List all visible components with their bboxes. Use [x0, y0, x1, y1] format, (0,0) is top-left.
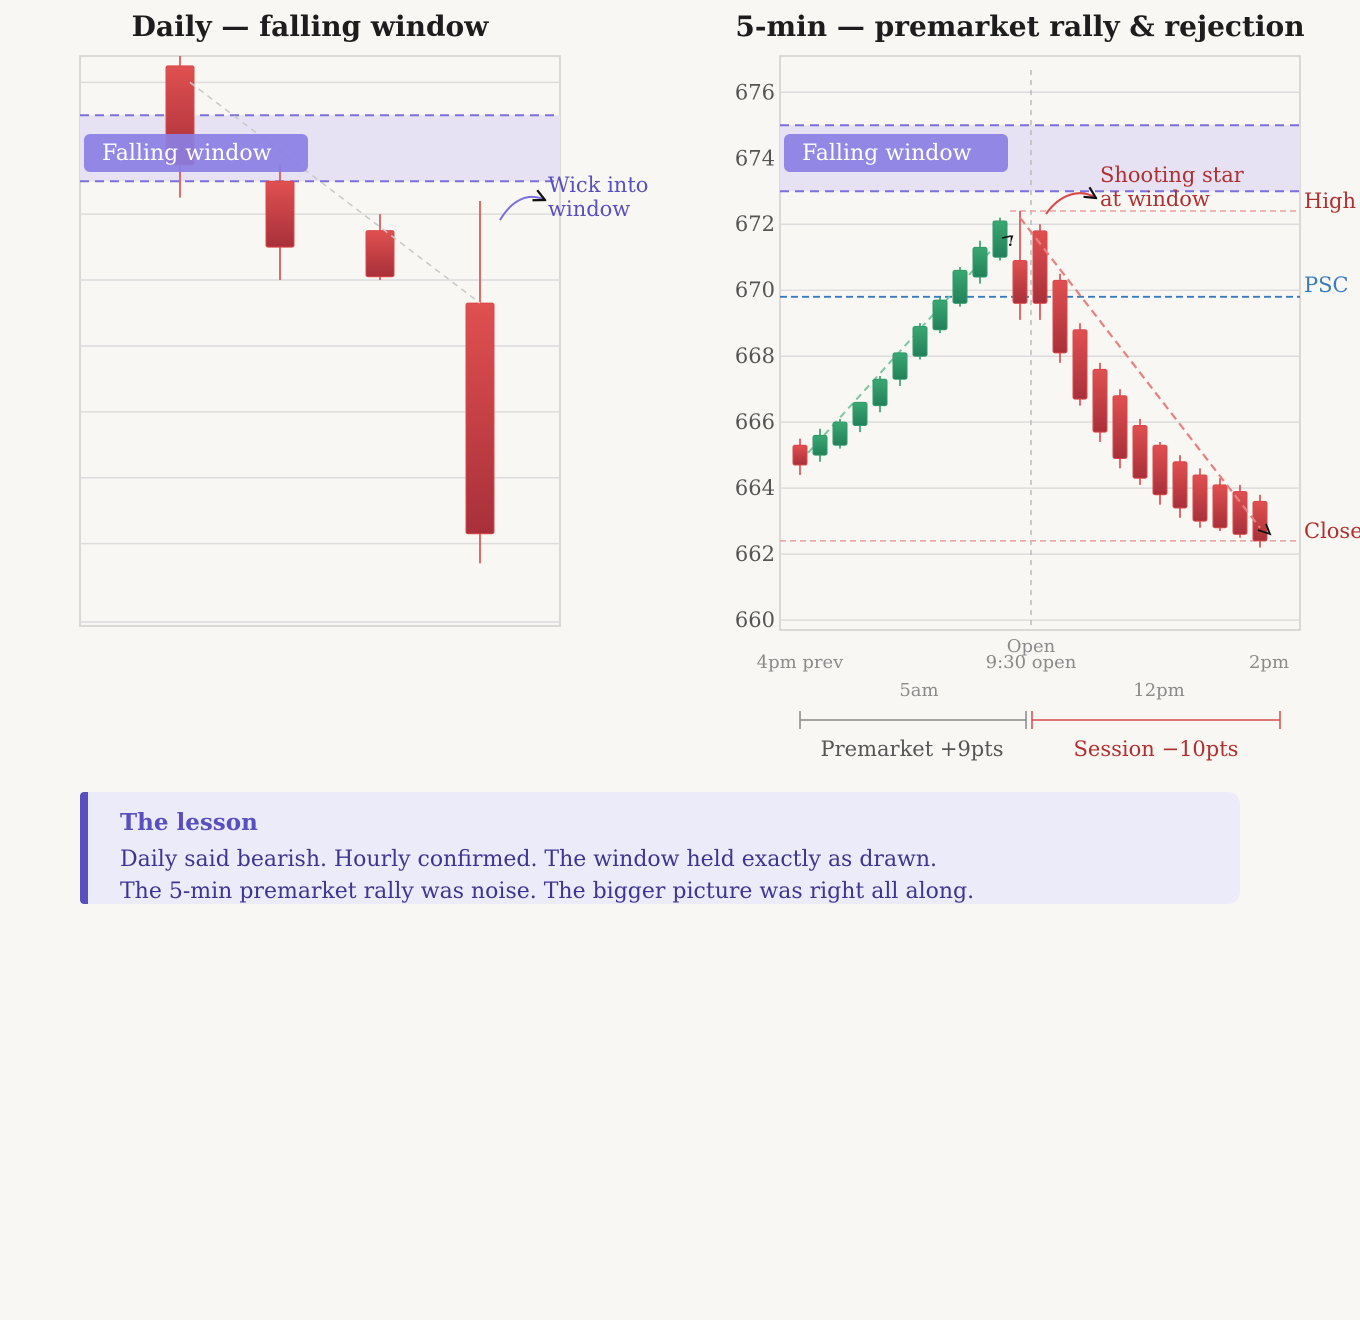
intraday-candle-body — [1112, 395, 1128, 459]
intraday-candle-body — [912, 326, 928, 357]
intraday-xtick-4pm-prev: 4pm prev — [757, 652, 845, 673]
intraday-xtick-5am: 5am — [899, 680, 938, 701]
intraday-candle-body — [792, 444, 808, 466]
lesson-callout: The lesson Daily said bearish. Hourly co… — [80, 792, 1240, 904]
intraday-ytick-label: 662 — [735, 542, 775, 566]
intraday-rally-trend-line — [799, 240, 1001, 463]
intraday-annotation-line-2: at window — [1100, 187, 1210, 211]
intraday-candle-body — [1132, 424, 1148, 479]
intraday-candle-body — [972, 246, 988, 278]
daily-candle-body — [265, 180, 295, 248]
intraday-candle-body — [1052, 279, 1068, 354]
intraday-candle-body — [832, 421, 848, 446]
intraday-candles — [792, 211, 1268, 548]
intraday-candle-mark: ! — [1008, 234, 1014, 250]
lesson-line-2: The 5-min premarket rally was noise. The… — [120, 879, 975, 904]
intraday-xtick-12pm: 12pm — [1133, 680, 1185, 701]
daily-window-label-box — [84, 134, 308, 172]
session-segment-bracket — [1031, 711, 1281, 729]
intraday-candle-body — [1212, 484, 1228, 529]
intraday-candle-body — [1012, 260, 1028, 304]
intraday-drop-trend-line — [1019, 216, 1261, 529]
daily-trend-line — [189, 81, 481, 304]
intraday-annotation-arrow — [1045, 193, 1096, 215]
intraday-candle-body — [1092, 368, 1108, 433]
intraday-candle-body — [992, 220, 1008, 258]
intraday-candle-body — [872, 378, 888, 407]
daily-annotation-line-2: window — [548, 197, 630, 221]
daily-candle-body — [365, 230, 395, 278]
lesson-title: The lesson — [120, 809, 258, 836]
intraday-candle-body — [1172, 461, 1188, 509]
intraday-window-label: Falling window — [802, 141, 972, 166]
daily-chart-title: Daily — falling window — [132, 10, 490, 43]
intraday-ytick-label: 672 — [735, 212, 775, 236]
intraday-y-axis: 660 662 664 666 668 670 672 674 676 — [735, 80, 775, 632]
intraday-last-candle-arrow — [1257, 523, 1272, 536]
intraday-candle-body — [952, 269, 968, 304]
intraday-candle-body — [1192, 474, 1208, 522]
intraday-candle-body — [812, 434, 828, 456]
intraday-ytick-label: 664 — [735, 476, 775, 500]
daily-candle-body — [465, 302, 495, 535]
daily-annotation-text: Wick into window — [548, 173, 655, 221]
intraday-candle-body — [932, 299, 948, 331]
intraday-ytick-label: 660 — [735, 608, 775, 632]
intraday-window-label-box — [784, 134, 1008, 172]
intraday-candle-body — [1072, 329, 1088, 400]
intraday-annotation-line-1: Shooting star — [1100, 163, 1245, 187]
intraday-open-marker-label: Open — [1007, 636, 1056, 657]
intraday-high-label: High — [1304, 189, 1356, 213]
intraday-chart-title: 5-min — premarket rally & rejection — [735, 10, 1304, 43]
lesson-line-1: Daily said bearish. Hourly confirmed. Th… — [120, 847, 938, 872]
intraday-psc-label: PSC — [1304, 273, 1349, 297]
intraday-ytick-label: 676 — [735, 80, 775, 104]
daily-annotation-line-1: Wick into — [548, 173, 648, 197]
intraday-close-label: Close — [1304, 519, 1360, 543]
premarket-segment-label: Premarket +9pts — [821, 737, 1004, 761]
intraday-ytick-label: 666 — [735, 410, 775, 434]
intraday-ytick-label: 670 — [735, 278, 775, 302]
charts-canvas: Daily — falling window Falling window Wi… — [79, 10, 1360, 761]
daily-annotation-arrow — [499, 197, 545, 221]
intraday-candle-body — [852, 401, 868, 426]
intraday-annotation-text: Shooting star at window — [1100, 163, 1250, 211]
daily-plot-frame — [79, 55, 561, 627]
intraday-ytick-label: 668 — [735, 344, 775, 368]
intraday-plot-frame — [779, 55, 1301, 631]
session-segment-label: Session −10pts — [1074, 737, 1239, 761]
daily-window-label: Falling window — [102, 141, 272, 166]
intraday-xtick-930-open: 9:30 open — [986, 652, 1077, 673]
intraday-candle-body — [1152, 444, 1168, 496]
intraday-candle-body — [1232, 490, 1248, 535]
intraday-candle-mark-tick — [1001, 235, 1012, 239]
intraday-candle-body — [892, 352, 908, 380]
daily-candles — [165, 56, 495, 564]
intraday-xtick-2pm: 2pm — [1249, 652, 1289, 673]
premarket-segment-bracket — [799, 711, 1027, 729]
intraday-ytick-label: 674 — [735, 146, 775, 170]
